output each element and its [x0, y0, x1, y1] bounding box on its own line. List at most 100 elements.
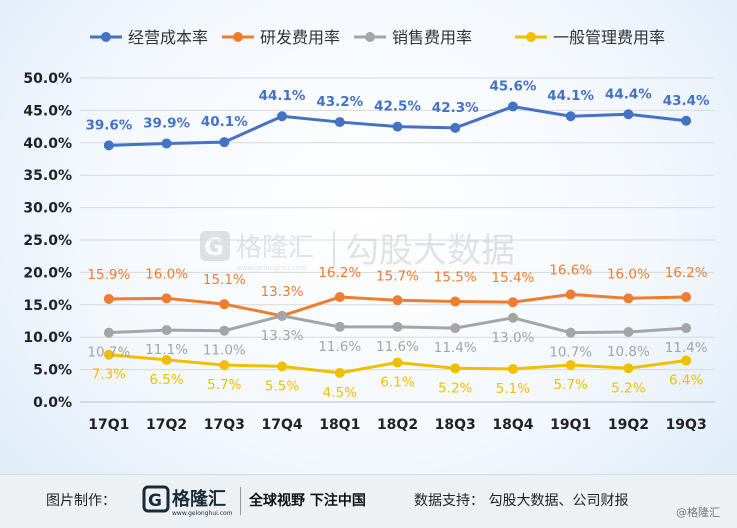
data-point — [681, 355, 692, 366]
x-tick-label: 17Q3 — [204, 417, 245, 433]
y-tick-label: 15.0% — [23, 298, 72, 314]
data-point — [103, 349, 114, 360]
data-point — [507, 297, 518, 308]
data-label: 16.6% — [549, 262, 592, 278]
data-point — [565, 360, 576, 371]
x-tick-label: 19Q3 — [666, 417, 707, 433]
data-label: 44.4% — [605, 86, 652, 102]
legend-label: 一般管理费用率 — [553, 28, 665, 47]
data-point — [623, 109, 634, 120]
x-axis: 17Q1 17Q2 17Q3 17Q4 18Q1 18Q2 18Q3 18Q4 19Q1 19Q2… — [80, 401, 715, 433]
svg-text:G: G — [148, 491, 162, 511]
data-point — [219, 325, 230, 336]
y-tick-label: 35.0% — [23, 168, 72, 184]
x-tick-label: 17Q4 — [261, 417, 302, 433]
data-point — [392, 321, 403, 332]
x-tick-label: 18Q1 — [319, 417, 360, 433]
x-tick-label: 18Q2 — [377, 417, 418, 433]
data-label: 10.7% — [549, 345, 592, 361]
data-point — [450, 296, 461, 307]
footer-source: 数据支持： 勾股大数据、公司财报 — [414, 493, 629, 509]
watermark-partner: 勾股大数据 — [345, 231, 515, 271]
data-label: 11.4% — [665, 340, 708, 356]
data-point — [565, 327, 576, 338]
data-label: 13.0% — [492, 330, 535, 346]
data-point — [103, 140, 114, 151]
y-tick-label: 5.0% — [33, 363, 72, 379]
data-point — [219, 299, 230, 310]
y-tick-label: 40.0% — [23, 136, 72, 152]
legend-label: 销售费用率 — [392, 28, 472, 47]
data-point — [103, 293, 114, 304]
data-label: 10.7% — [87, 345, 130, 361]
data-point — [277, 111, 288, 122]
data-point — [161, 138, 172, 149]
data-point — [681, 323, 692, 334]
data-point — [277, 310, 288, 321]
footer-label: 图片制作： — [46, 493, 116, 509]
legend-marker — [526, 32, 536, 42]
data-label: 5.1% — [496, 381, 530, 397]
data-point — [277, 361, 288, 372]
footer-slogan: 全球视野 下注中国 — [249, 493, 366, 509]
gelonghui-logo: G 格隆汇 www.gelonghui.com — [142, 484, 236, 518]
data-label: 42.5% — [374, 99, 421, 115]
watermark: G 格隆汇 www.gelonghui.com 勾股大数据 — [200, 231, 515, 272]
data-label: 44.1% — [547, 88, 594, 104]
data-point — [103, 327, 114, 338]
data-point — [507, 101, 518, 112]
data-label: 11.1% — [145, 342, 188, 358]
x-tick-label: 18Q3 — [435, 417, 476, 433]
data-label: 5.7% — [554, 377, 588, 393]
data-label: 11.0% — [203, 343, 246, 359]
footer-bar: 图片制作： G 格隆汇 www.gelonghui.com 全球视野 下注中国 … — [0, 474, 737, 528]
data-point — [681, 115, 692, 126]
data-label: 13.3% — [261, 284, 304, 300]
legend-label: 经营成本率 — [128, 28, 208, 47]
data-label: 42.3% — [432, 100, 479, 116]
data-label: 44.1% — [259, 88, 306, 104]
data-point — [219, 137, 230, 148]
data-point — [450, 323, 461, 334]
data-point — [334, 321, 345, 332]
legend-marker — [101, 32, 111, 42]
data-label: 15.5% — [434, 270, 477, 286]
data-point — [161, 293, 172, 304]
x-tick-label: 17Q1 — [88, 417, 129, 433]
data-label: 5.5% — [265, 378, 299, 394]
watermark-brand: 格隆汇 — [236, 233, 314, 263]
data-point — [392, 295, 403, 306]
y-tick-label: 30.0% — [23, 201, 72, 217]
data-label: 11.6% — [318, 339, 361, 355]
data-label: 5.2% — [438, 380, 472, 396]
data-label: 15.7% — [376, 268, 419, 284]
data-point — [623, 293, 634, 304]
data-label: 5.2% — [611, 380, 645, 396]
data-label: 43.4% — [663, 93, 710, 109]
footer-divider — [240, 487, 241, 515]
series-layer — [103, 101, 692, 378]
data-label: 40.1% — [201, 114, 248, 130]
footer-logo-domain: www.gelonghui.com — [172, 510, 233, 517]
data-point — [161, 325, 172, 336]
data-labels: 39.6% 39.9% 40.1% 44.1% 43.2% 42.5% 42.3% 45.6%… — [85, 79, 710, 401]
data-label: 15.4% — [492, 270, 535, 286]
data-point — [392, 357, 403, 368]
data-label: 5.7% — [207, 377, 241, 393]
data-point — [507, 363, 518, 374]
y-tick-label: 50.0% — [23, 71, 72, 87]
watermark-domain: www.gelonghui.com — [236, 264, 307, 272]
data-point — [565, 289, 576, 300]
x-tick-label: 19Q2 — [608, 417, 649, 433]
data-point — [565, 111, 576, 122]
y-tick-label: 45.0% — [23, 103, 72, 119]
data-label: 11.6% — [376, 339, 419, 355]
data-label: 16.0% — [607, 266, 650, 282]
x-tick-label: 17Q2 — [146, 417, 187, 433]
data-label: 7.3% — [92, 367, 126, 383]
legend-marker — [365, 32, 375, 42]
legend-marker — [233, 32, 243, 42]
data-point — [450, 122, 461, 133]
data-point — [623, 363, 634, 374]
